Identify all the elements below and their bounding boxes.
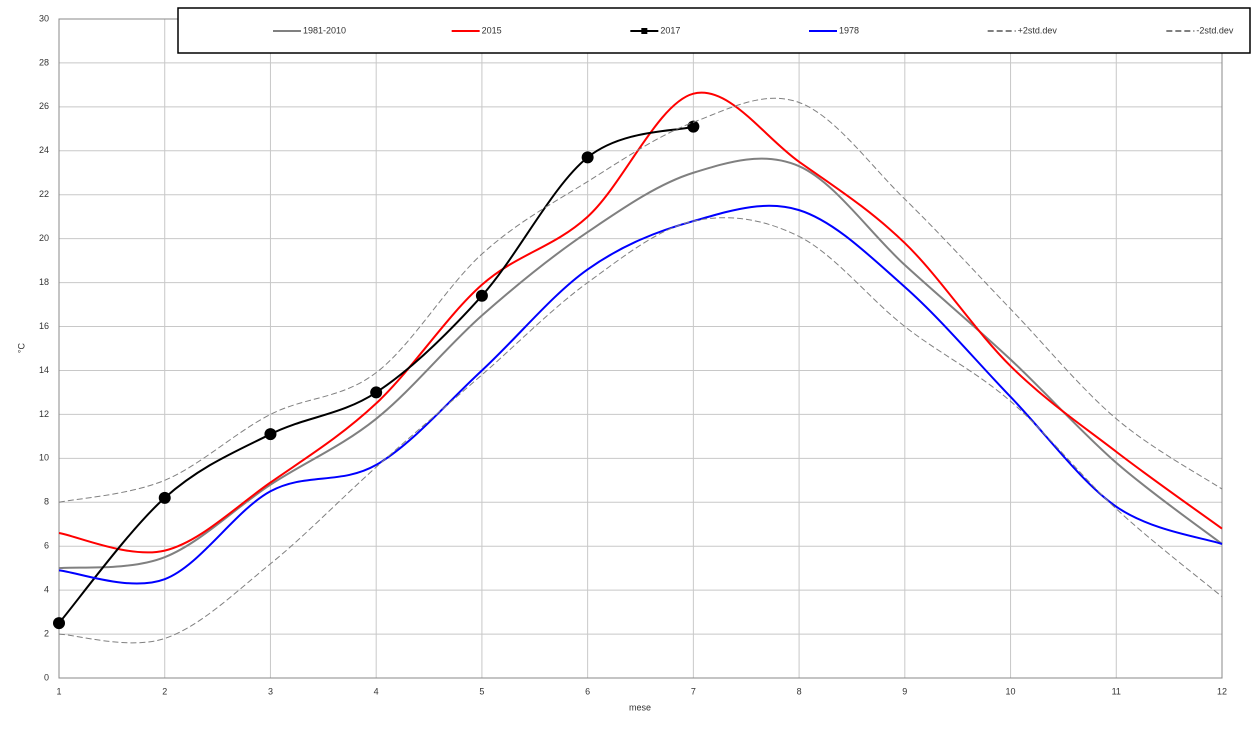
y-tick-label: 12 xyxy=(39,409,49,419)
data-point xyxy=(53,617,65,630)
legend-label: 1981-2010 xyxy=(303,25,346,35)
legend-label: 2017 xyxy=(660,25,680,35)
y-tick-label: 10 xyxy=(39,453,49,463)
y-tick-label: 22 xyxy=(39,189,49,199)
data-point xyxy=(475,289,488,302)
y-axis-label: °C xyxy=(16,342,26,353)
x-tick-label: 6 xyxy=(585,686,590,696)
x-tick-label: 1 xyxy=(56,686,61,696)
y-tick-label: 0 xyxy=(44,672,49,682)
data-point xyxy=(581,151,594,164)
y-tick-label: 2 xyxy=(44,628,49,638)
series-line xyxy=(58,157,1223,570)
legend-label: 2015 xyxy=(482,25,502,35)
y-tick-label: 24 xyxy=(39,145,49,155)
x-tick-label: 5 xyxy=(479,686,484,696)
legend-marker xyxy=(641,28,648,34)
data-point xyxy=(264,428,277,441)
series-line xyxy=(58,204,1223,585)
legend-label: +2std.dev xyxy=(1018,25,1058,35)
x-tick-label: 11 xyxy=(1112,686,1121,696)
series-line xyxy=(58,97,1223,503)
data-point xyxy=(370,386,383,399)
legend-box xyxy=(177,7,1251,54)
legend-label: 1978 xyxy=(839,25,859,35)
series-line xyxy=(58,217,1223,644)
y-tick-label: 16 xyxy=(39,321,49,331)
y-tick-label: 14 xyxy=(39,365,49,375)
x-tick-label: 3 xyxy=(268,686,273,696)
y-tick-label: 18 xyxy=(39,277,49,287)
legend-label: -2std.dev xyxy=(1196,25,1234,35)
data-point xyxy=(158,491,171,504)
y-tick-label: 8 xyxy=(44,497,49,507)
y-tick-label: 20 xyxy=(39,233,49,243)
y-tick-label: 28 xyxy=(39,57,49,67)
x-tick-label: 8 xyxy=(797,686,802,696)
y-tick-label: 4 xyxy=(44,585,49,595)
y-tick-label: 30 xyxy=(39,13,49,23)
x-axis-label: mese xyxy=(629,702,651,712)
x-tick-label: 12 xyxy=(1217,686,1227,696)
series-line xyxy=(58,91,1223,554)
x-tick-label: 4 xyxy=(374,686,379,696)
y-tick-label: 6 xyxy=(44,541,49,551)
y-tick-label: 26 xyxy=(39,101,49,111)
x-tick-label: 2 xyxy=(162,686,167,696)
x-tick-label: 9 xyxy=(902,686,907,696)
x-tick-label: 10 xyxy=(1006,686,1016,696)
x-tick-label: 7 xyxy=(691,686,696,696)
